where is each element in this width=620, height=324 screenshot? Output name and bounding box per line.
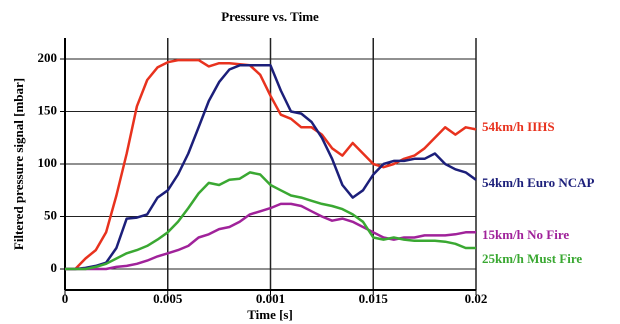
- y-tick-label: 150: [38, 102, 58, 117]
- y-tick-label: 100: [38, 155, 58, 170]
- series-line: [65, 171, 476, 271]
- y-tick-label: 0: [51, 260, 58, 275]
- legend-label: 25km/h Must Fire: [482, 251, 582, 266]
- y-tick-label: 200: [38, 50, 58, 65]
- legend-label: 54km/h Euro NCAP: [482, 175, 595, 190]
- legend-label: 15km/h No Fire: [482, 227, 569, 242]
- y-tick-label: 50: [44, 207, 57, 222]
- series-line: [65, 58, 477, 271]
- x-tick-label: 0: [62, 291, 69, 306]
- x-tick-label: 0.001: [256, 291, 285, 306]
- x-tick-label: 0.015: [359, 291, 389, 306]
- chart-title: Pressure vs. Time: [221, 9, 319, 24]
- series-line: [65, 64, 477, 271]
- series-line: [65, 202, 476, 271]
- x-axis-title: Time [s]: [247, 307, 293, 322]
- x-tick-label: 0.005: [153, 291, 183, 306]
- legend-label: 54km/h IIHS: [482, 119, 555, 134]
- x-tick-label: 0.02: [465, 291, 488, 306]
- y-axis-title: Filtered pressure signal [mbar]: [11, 78, 26, 250]
